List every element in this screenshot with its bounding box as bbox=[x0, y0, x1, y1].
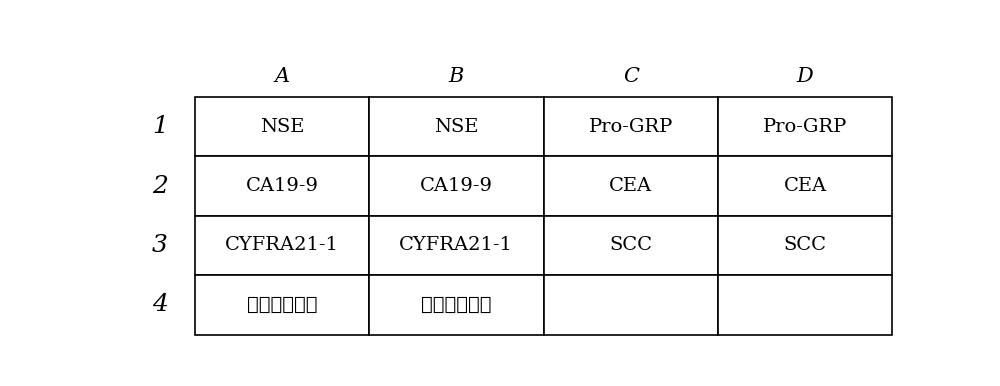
Bar bbox=[718, 275, 892, 335]
Text: D: D bbox=[797, 66, 813, 86]
Bar bbox=[369, 97, 544, 156]
Text: 4: 4 bbox=[152, 293, 168, 317]
Text: C: C bbox=[623, 66, 639, 86]
Bar bbox=[544, 97, 718, 156]
Text: CA19-9: CA19-9 bbox=[245, 177, 318, 195]
Text: 2: 2 bbox=[152, 174, 168, 198]
Bar bbox=[195, 216, 369, 275]
Text: SCC: SCC bbox=[784, 237, 827, 254]
Bar bbox=[369, 156, 544, 216]
Text: 3: 3 bbox=[152, 234, 168, 257]
Text: NSE: NSE bbox=[260, 118, 304, 135]
Text: 人血清白蛋白: 人血清白蛋白 bbox=[247, 295, 317, 315]
Text: 1: 1 bbox=[152, 115, 168, 138]
Bar bbox=[195, 156, 369, 216]
Bar bbox=[718, 156, 892, 216]
Bar bbox=[544, 216, 718, 275]
Text: NSE: NSE bbox=[434, 118, 479, 135]
Text: CEA: CEA bbox=[784, 177, 827, 195]
Bar bbox=[195, 275, 369, 335]
Text: Pro-GRP: Pro-GRP bbox=[763, 118, 847, 135]
Text: CYFRA21-1: CYFRA21-1 bbox=[399, 237, 513, 254]
Text: CYFRA21-1: CYFRA21-1 bbox=[225, 237, 339, 254]
Bar bbox=[369, 275, 544, 335]
Bar bbox=[718, 216, 892, 275]
Text: SCC: SCC bbox=[609, 237, 652, 254]
Bar bbox=[718, 97, 892, 156]
Text: Pro-GRP: Pro-GRP bbox=[588, 118, 673, 135]
Text: CEA: CEA bbox=[609, 177, 652, 195]
Bar bbox=[369, 216, 544, 275]
Bar bbox=[544, 275, 718, 335]
Text: CA19-9: CA19-9 bbox=[420, 177, 493, 195]
Text: B: B bbox=[449, 66, 464, 86]
Bar bbox=[544, 156, 718, 216]
Bar bbox=[195, 97, 369, 156]
Text: 人血清白蛋白: 人血清白蛋白 bbox=[421, 295, 492, 315]
Text: A: A bbox=[274, 66, 290, 86]
